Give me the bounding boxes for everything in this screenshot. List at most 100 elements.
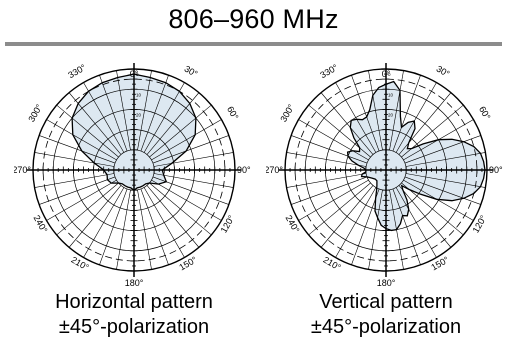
grid-spoke [398,92,452,155]
grid-spoke [38,135,116,164]
angle-label: 240° [284,213,302,234]
grid-spoke [404,176,482,205]
grid-spoke [152,176,230,205]
grid-spoke [146,185,200,248]
grid-spoke [351,74,380,152]
grid-spoke [308,104,371,158]
angle-label: 30° [435,64,452,80]
angle-label: 210° [321,255,342,273]
grid-spoke [149,104,212,158]
grid-spoke [401,182,464,236]
grid-spoke [395,82,437,153]
angle-label: 330° [66,62,87,80]
angle-label: 120° [219,213,237,234]
grid-spoke [368,189,383,270]
grid-spoke [151,119,222,161]
angle-label: 300° [278,102,296,123]
grid-spoke [368,70,383,151]
grid-spoke [404,135,482,164]
caption-title: Horizontal pattern [55,291,213,313]
grid-spoke [395,187,437,258]
grid-spoke [116,189,131,270]
grid-spoke [46,179,117,221]
angle-label: 0° [382,69,391,79]
angle-label: 270° [266,165,283,175]
grid-spoke [389,189,404,270]
angle-label: 330° [318,62,339,80]
grid-spoke [34,173,115,188]
grid-spoke [290,176,368,205]
grid-spoke [153,152,234,167]
grid-spoke [56,182,119,236]
grid-spoke [149,182,212,236]
grid-spoke [153,173,234,188]
grid-spoke [116,70,131,151]
grid-spoke [286,152,367,167]
grid-spoke [56,104,119,158]
page-title: 806–960 MHz [168,4,339,34]
grid-spoke [34,152,115,167]
caption-polarization: ±45°-polarization [310,316,462,338]
angle-label: 0° [130,69,139,79]
grid-spoke [403,179,474,221]
grid-spoke [152,135,230,164]
grid-spoke [146,92,200,155]
grid-spoke [99,188,128,266]
angle-label: 90° [237,165,251,175]
horizontal-pattern-caption: Horizontal pattern ±45°-polarization [14,290,254,340]
angle-label: 150° [177,254,198,272]
ring-scale-label: 20 [136,112,142,117]
angle-label: 270° [14,165,31,175]
angle-label: 300° [26,102,44,123]
ring-scale-label: 10 [136,92,142,97]
angle-label: 240° [32,213,50,234]
grid-spoke [137,70,152,151]
grid-spoke [392,74,421,152]
grid-spoke [140,188,169,266]
grid-spoke [38,176,116,205]
ring-scale-label: 0 [136,72,139,77]
grid-spoke [392,188,421,266]
grid-spoke [290,135,368,164]
grid-spoke [46,119,117,161]
grid-spoke [335,187,377,258]
grid-spoke [143,82,185,153]
grid-spoke [320,185,374,248]
grid-spoke [83,187,125,258]
angle-label: 90° [489,165,503,175]
grid-spoke [403,119,474,161]
angle-label: 30° [183,64,200,80]
grid-spoke [398,185,452,248]
title-divider [5,42,502,46]
caption-title: Vertical pattern [319,291,453,313]
grid-spoke [335,82,377,153]
grid-spoke [140,74,169,152]
ring-scale-label: 0 [388,72,391,77]
angle-label: 180° [377,278,396,288]
grid-spoke [389,70,404,151]
grid-spoke [401,104,464,158]
vertical-pattern-caption: Vertical pattern ±45°-polarization [266,290,506,340]
grid-spoke [320,92,374,155]
grid-spoke [298,119,369,161]
vertical-pattern-plot: 0 10 20 0° 30° 60° 90° 120° 150° 180° 210° 240° 270°… [266,62,503,288]
caption-polarization: ±45°-polarization [58,316,210,338]
ring-scale-label: 20 [388,112,394,117]
grid-spoke [405,152,486,167]
grid-spoke [99,74,128,152]
angle-label: 150° [429,254,450,272]
angle-label: 60° [477,105,493,122]
grid-spoke [308,182,371,236]
grid-spoke [68,92,122,155]
grid-spoke [351,188,380,266]
angle-label: 60° [225,105,241,122]
grid-spoke [151,179,222,221]
angle-label: 180° [125,278,144,288]
horizontal-pattern-plot: 0 10 20 0° 30° 60° 90° 120° 150° 180° 210° 240° 270°… [14,62,251,288]
grid-spoke [286,173,367,188]
grid-spoke [137,189,152,270]
angle-label: 120° [471,213,489,234]
grid-spoke [298,179,369,221]
ring-scale-label: 10 [388,92,394,97]
grid-spoke [143,187,185,258]
